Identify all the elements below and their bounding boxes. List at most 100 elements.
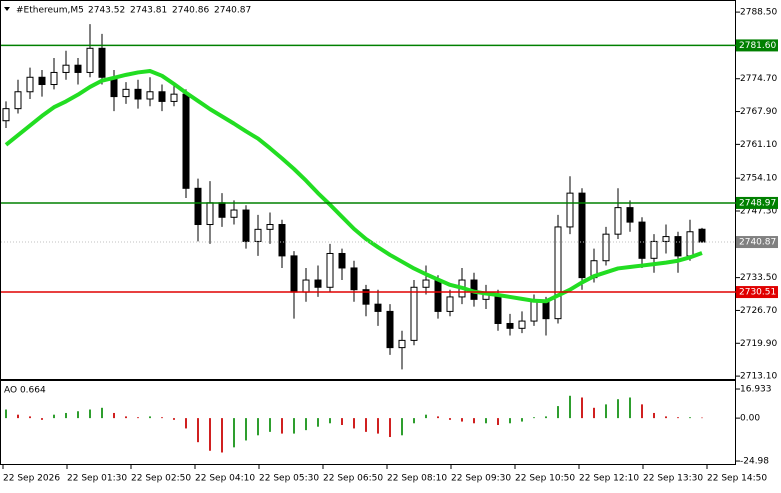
candle-body	[266, 224, 274, 230]
level-tag	[736, 286, 778, 299]
ao-bar	[89, 409, 91, 419]
ao-bar	[557, 406, 559, 419]
ao-bar	[629, 397, 631, 419]
candle-body	[554, 226, 562, 320]
ao-bar	[665, 416, 667, 419]
candle-body	[626, 207, 634, 223]
ao-bar	[365, 418, 367, 432]
y-tick-label: 2733.50	[740, 273, 777, 283]
candle-body	[158, 91, 166, 102]
candle-body	[74, 64, 82, 73]
y-tick-label: 2767.90	[740, 107, 777, 117]
ao-bar	[497, 418, 499, 425]
candle-body	[170, 93, 178, 102]
candle-body	[698, 228, 706, 243]
x-tick-label: 22 Sep 05:30	[259, 474, 319, 484]
candle-body	[14, 91, 22, 110]
ao-bar	[41, 418, 43, 420]
x-tick-label: 22 Sep 2026	[3, 474, 60, 484]
candle-body	[578, 192, 586, 279]
candle-body	[506, 322, 514, 329]
ao-bar	[653, 412, 655, 419]
candle-body	[38, 76, 46, 86]
header-price: 2740.86	[172, 6, 209, 16]
y-tick-label: 2713.10	[740, 372, 777, 382]
ao-bar	[641, 404, 643, 419]
candle-body	[302, 279, 310, 293]
x-tick-label: 22 Sep 09:30	[451, 474, 511, 484]
ao-bar	[533, 417, 535, 419]
x-tick-label: 22 Sep 12:10	[579, 474, 639, 484]
candle-body	[362, 289, 370, 305]
ao-bar	[353, 418, 355, 429]
y-tick-label: 2726.70	[740, 306, 777, 316]
ao-bar	[185, 418, 187, 429]
ao-bar	[29, 416, 31, 419]
ao-title: AO 0.664	[4, 386, 46, 396]
candle-body	[242, 209, 250, 242]
ao-bar	[221, 418, 223, 453]
ao-bar	[53, 414, 55, 419]
candle-body	[386, 310, 394, 349]
ao-bar	[149, 416, 151, 419]
ao-bar	[593, 407, 595, 419]
ao-bar	[101, 407, 103, 419]
ao-bar	[377, 418, 379, 434]
ao-y-tick-label: 0.00	[740, 414, 760, 424]
level-tag	[736, 39, 778, 52]
ao-bar	[293, 418, 295, 434]
current-price-tag	[736, 236, 778, 249]
candle-body	[674, 236, 682, 257]
ao-bar	[485, 418, 487, 424]
ao-bar	[317, 418, 319, 427]
ao-bar	[389, 418, 391, 438]
ao-bar	[413, 418, 415, 424]
header-price: 2743.52	[88, 6, 125, 16]
candle-body	[98, 47, 106, 78]
x-tick-label: 22 Sep 14:50	[707, 474, 767, 484]
candle-body	[614, 207, 622, 235]
ao-bar	[209, 418, 211, 451]
level-label: 2781.60	[739, 41, 776, 51]
menu-arrow[interactable]	[4, 7, 10, 11]
moving-average	[4, 69, 703, 304]
x-tick-label: 22 Sep 08:10	[387, 474, 447, 484]
candle-body	[542, 301, 550, 320]
ao-bar	[401, 418, 403, 436]
level-tag	[736, 196, 778, 209]
ao-bar	[269, 418, 271, 432]
ao-bar	[329, 418, 331, 424]
ao-bar	[161, 417, 163, 419]
candle-body	[446, 296, 454, 312]
candle-body	[290, 255, 298, 293]
ao-bar	[257, 418, 259, 436]
ao-bar	[689, 417, 691, 419]
ao-y-tick-label: 16.933	[740, 385, 772, 395]
ao-bar	[281, 418, 283, 434]
ao-bar	[425, 414, 427, 419]
x-tick-label: 22 Sep 04:10	[195, 474, 255, 484]
ao-bar	[521, 418, 523, 422]
ao-bar	[461, 418, 463, 422]
candle-body	[122, 88, 130, 98]
symbol: #Ethereum,M5	[16, 6, 84, 16]
x-tick-label: 22 Sep 13:30	[643, 474, 703, 484]
ao-bar	[605, 404, 607, 419]
candle-body	[206, 202, 214, 226]
ao-bar	[569, 395, 571, 419]
ao-bar	[617, 399, 619, 419]
y-tick-label: 2754.10	[740, 174, 777, 184]
candle-body	[62, 64, 70, 73]
x-tick-label: 22 Sep 01:30	[67, 474, 127, 484]
candle-body	[662, 236, 670, 242]
candle-body	[566, 192, 574, 228]
ao-bar	[677, 417, 679, 419]
ao-bar	[473, 418, 475, 424]
candle-body	[518, 320, 526, 329]
candle-body	[422, 279, 430, 288]
y-tick-label: 2788.50	[740, 8, 777, 18]
y-tick-label: 2774.70	[740, 74, 777, 84]
ao-bar	[5, 409, 7, 419]
ao-bar	[449, 418, 451, 420]
